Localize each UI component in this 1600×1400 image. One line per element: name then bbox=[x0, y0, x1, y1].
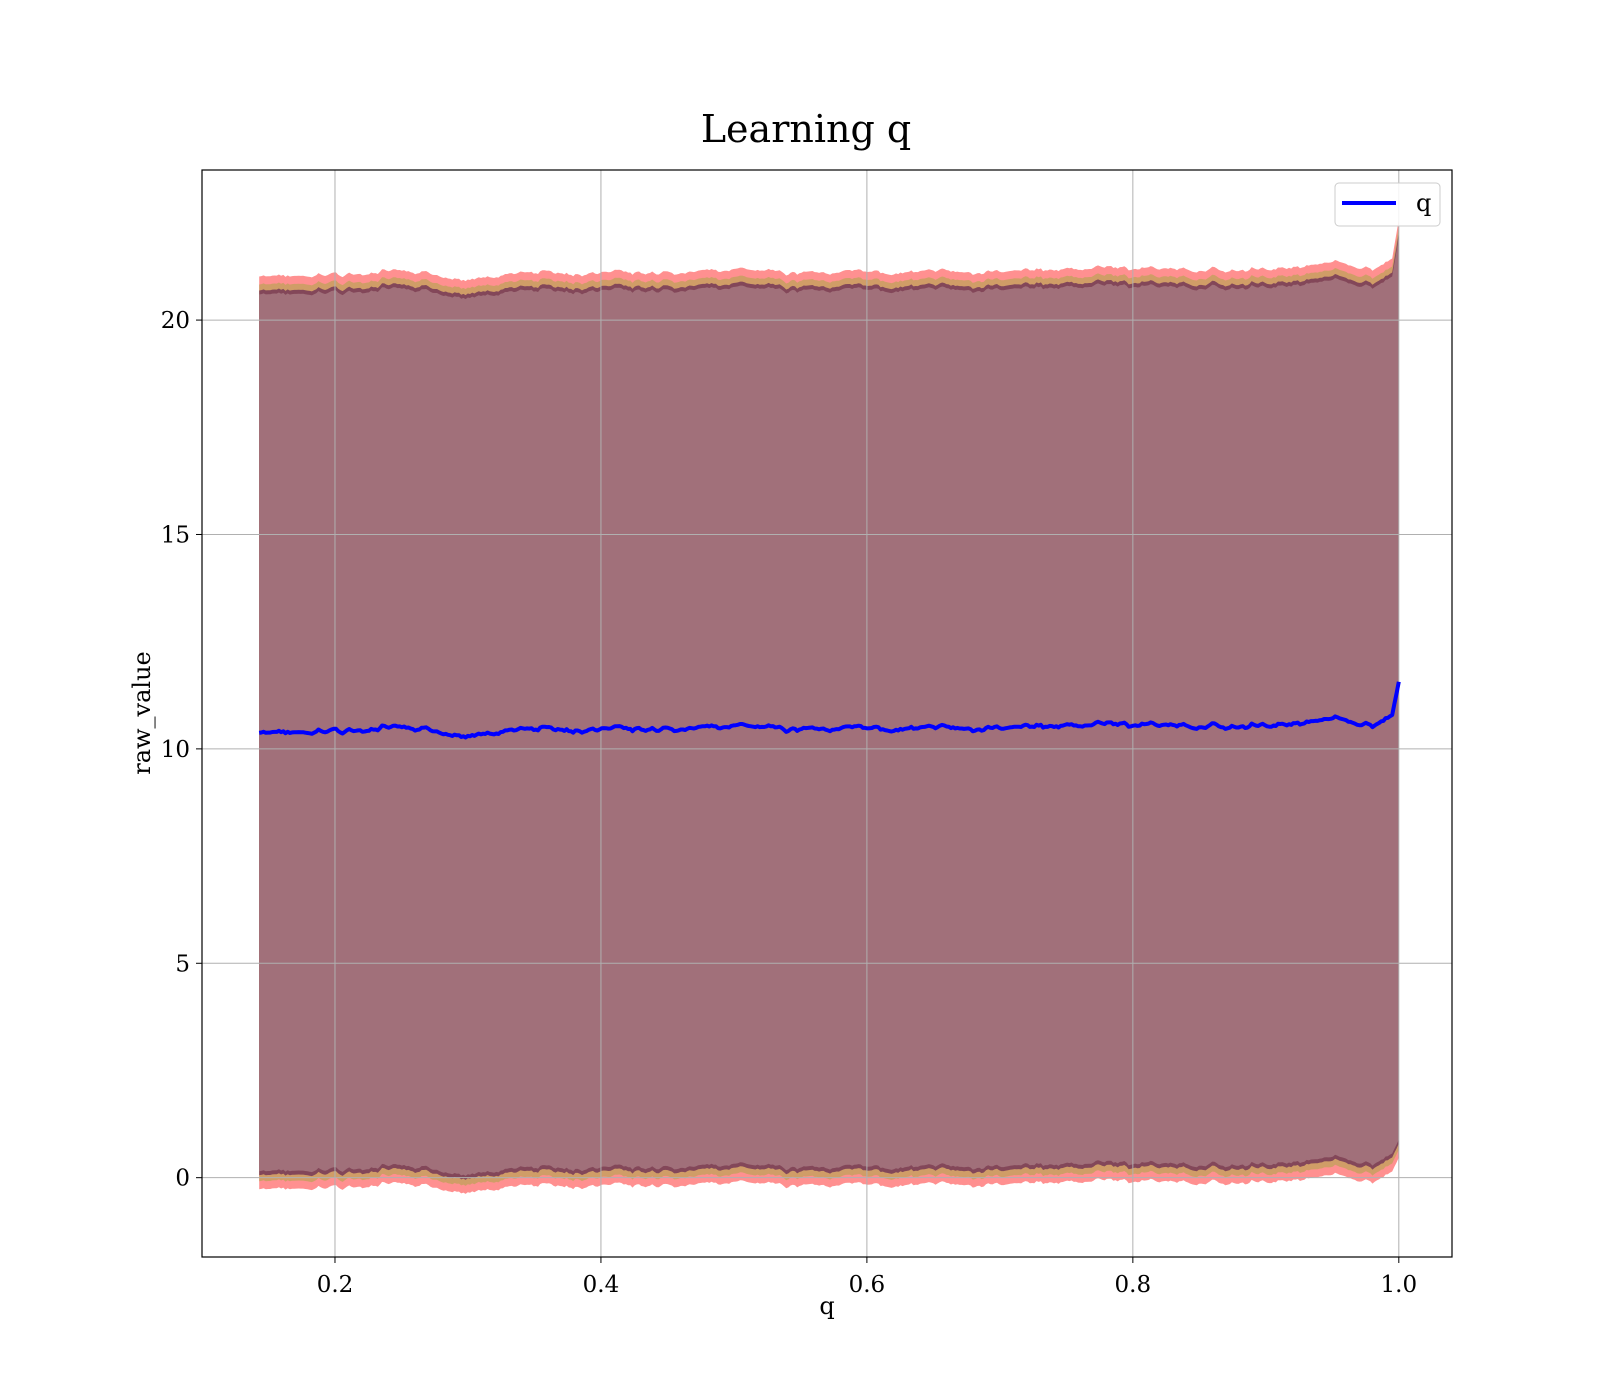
y-axis-label: raw_value bbox=[128, 651, 156, 775]
band-core bbox=[259, 237, 1399, 1176]
x-axis-label: q bbox=[819, 1292, 834, 1320]
y-tick-label: 5 bbox=[175, 951, 190, 977]
plot-area bbox=[201, 169, 1453, 1258]
x-axis-ticks: 0.2 0.4 0.6 0.8 1.0 bbox=[317, 1257, 1417, 1298]
grid bbox=[202, 170, 1452, 1257]
y-tick-label: 20 bbox=[161, 308, 190, 334]
legend-label-q: q bbox=[1416, 189, 1431, 217]
x-tick-label: 1.0 bbox=[1381, 1272, 1418, 1298]
plot-frame bbox=[201, 169, 1453, 1258]
x-tick-label: 0.6 bbox=[849, 1272, 886, 1298]
y-tick-label: 0 bbox=[175, 1166, 190, 1192]
legend: q bbox=[1334, 182, 1441, 227]
y-tick-label: 15 bbox=[161, 522, 190, 548]
series-line-layer bbox=[258, 681, 1401, 740]
uncertainty-band bbox=[259, 219, 1399, 1194]
x-tick-label: 0.2 bbox=[317, 1272, 354, 1298]
x-tick-label: 0.8 bbox=[1115, 1272, 1152, 1298]
x-tick-label: 0.4 bbox=[583, 1272, 620, 1298]
chart-title: Learning q bbox=[701, 107, 911, 151]
y-axis-ticks: 0 5 10 15 20 bbox=[161, 308, 202, 1192]
y-tick-label: 10 bbox=[161, 737, 190, 763]
series-line-q bbox=[258, 681, 1401, 740]
